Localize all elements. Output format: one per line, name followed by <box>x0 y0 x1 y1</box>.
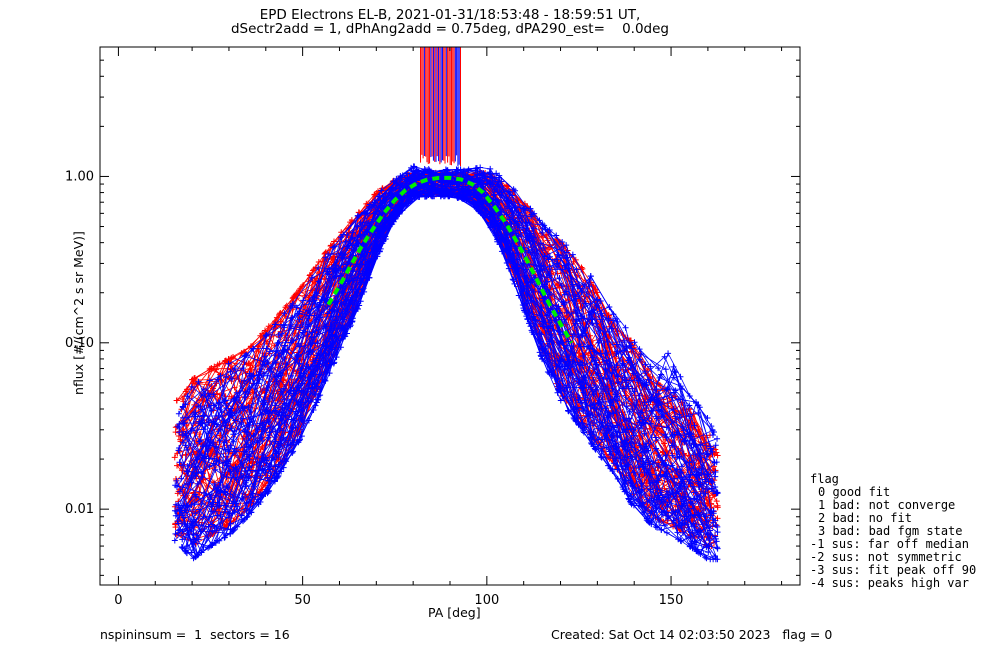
y-tick-label: 0.01 <box>65 502 94 517</box>
data-point-marker <box>308 274 315 281</box>
data-point-marker <box>605 315 612 322</box>
data-point-marker <box>671 368 678 375</box>
data-point-marker <box>208 382 215 389</box>
legend-entry: 0 good fit <box>818 485 891 499</box>
x-tick-label: 150 <box>659 593 684 608</box>
data-point-marker <box>179 431 186 438</box>
data-point-marker <box>176 428 183 435</box>
data-point-marker <box>246 362 253 369</box>
data-point-marker <box>540 244 547 251</box>
data-point-marker <box>714 545 721 552</box>
footer-left: nspininsum = 1 sectors = 16 <box>100 627 290 642</box>
series-blue <box>171 163 721 563</box>
data-point-marker <box>714 544 721 551</box>
data-point-marker <box>662 366 669 373</box>
chart-subtitle: dSectr2add = 1, dPhAng2add = 0.75deg, dP… <box>230 21 669 37</box>
data-point-marker <box>177 462 184 469</box>
data-point-marker <box>665 350 672 357</box>
data-point-marker <box>290 448 297 455</box>
data-point-marker <box>647 461 654 468</box>
data-point-marker <box>224 427 231 434</box>
footer-right: Created: Sat Oct 14 02:03:50 2023 flag =… <box>551 627 833 642</box>
x-tick-label: 50 <box>294 593 311 608</box>
data-point-marker <box>221 358 228 365</box>
data-point-marker <box>214 361 221 368</box>
data-point-marker <box>297 285 304 292</box>
data-point-marker <box>708 423 715 430</box>
data-point-marker <box>590 377 597 384</box>
legend-entry: 2 bad: no fit <box>818 511 912 525</box>
data-point-marker <box>713 449 720 456</box>
data-point-marker <box>714 502 721 509</box>
data-point-marker <box>636 432 643 439</box>
data-point-marker <box>691 422 698 429</box>
y-axis-label: nflux [#/(cm^2 s sr MeV)] <box>71 231 86 395</box>
top-spikes <box>420 47 461 167</box>
data-point-marker <box>713 498 720 505</box>
data-point-marker <box>257 332 264 339</box>
data-point-marker <box>225 360 232 367</box>
data-point-marker <box>672 369 679 376</box>
data-point-marker <box>619 341 626 348</box>
data-point-marker <box>556 357 563 364</box>
x-axis-label: PA [deg] <box>428 605 481 620</box>
data-point-marker <box>173 397 180 404</box>
data-point-marker <box>487 165 494 172</box>
data-point-marker <box>677 373 684 380</box>
legend-header: flag <box>810 472 839 486</box>
data-point-marker <box>714 452 721 459</box>
trace-line <box>178 173 707 446</box>
trace-line <box>180 172 707 442</box>
chart-title: EPD Electrons EL-B, 2021-01-31/18:53:48 … <box>259 7 641 23</box>
legend-entry: -3 sus: fit peak off 90 <box>810 563 977 577</box>
legend-entry: -2 sus: not symmetric <box>810 550 962 564</box>
data-point-marker <box>189 376 196 383</box>
x-tick-label: 0 <box>114 593 122 608</box>
trace-line <box>179 169 715 463</box>
data-point-marker <box>172 521 179 528</box>
legend-entry: 3 bad: bad fgm state <box>818 524 963 538</box>
legend-entry: -1 sus: far off median <box>810 537 969 551</box>
legend-entry: 1 bad: not converge <box>818 498 956 512</box>
data-point-marker <box>569 251 576 258</box>
data-point-marker <box>503 182 510 189</box>
data-point-marker <box>171 454 178 461</box>
y-tick-label: 1.00 <box>65 169 94 184</box>
data-point-marker <box>245 403 252 410</box>
legend-entry: -4 sus: peaks high var <box>810 576 969 590</box>
data-point-marker <box>331 238 338 245</box>
data-point-marker <box>587 273 594 280</box>
data-point-marker <box>259 444 266 451</box>
data-point-marker <box>282 304 289 311</box>
data-point-marker <box>188 383 195 390</box>
data-point-marker <box>663 386 670 393</box>
data-point-marker <box>315 259 322 266</box>
data-point-marker <box>283 370 290 377</box>
data-point-marker <box>714 435 721 442</box>
data-point-marker <box>686 413 693 420</box>
data-point-marker <box>172 530 179 537</box>
data-point-marker <box>180 426 187 433</box>
data-point-marker <box>175 410 182 417</box>
